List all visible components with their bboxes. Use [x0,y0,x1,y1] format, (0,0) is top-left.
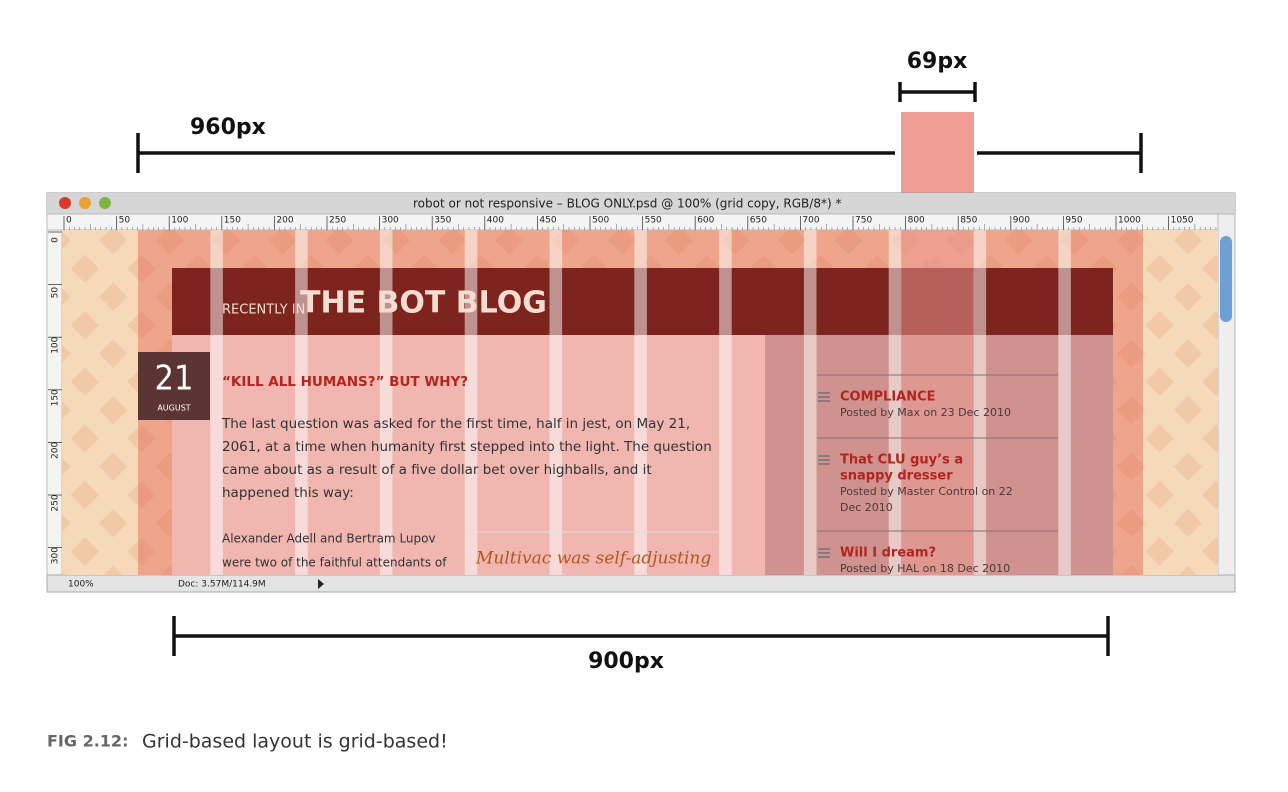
ruler-label: 950 [1065,216,1082,226]
post-line: Alexander Adell and Bertram Lupov [222,532,436,546]
ruler-label: 700 [802,216,819,226]
zoom-button[interactable] [99,197,111,209]
ruler-label: 50 [51,287,61,299]
post-line: were two of the faithful attendants of [222,556,447,570]
ruler-label: 350 [434,216,451,226]
ruler-label: 0 [66,216,72,226]
annotations [136,82,1143,656]
title-bar [47,193,1235,214]
ruler-label: 100 [51,336,61,353]
width-label: 900px [588,649,664,674]
doc-size: Doc: 3.57M/114.9M [178,580,266,590]
heading-small: RECENTLY IN [222,303,305,318]
ruler-label: 200 [51,442,61,459]
canvas: 21 AUGUST RECENTLY IN THE BOT BLOG “KILL… [62,230,1218,575]
list-icon [818,463,830,465]
ruler-label: 750 [855,216,872,226]
grid-gutter [379,230,393,575]
heading-large: THE BOT BLOG [300,286,547,321]
list-icon [818,556,830,558]
ruler-label: 1050 [1171,216,1194,226]
list-icon [818,548,830,550]
ruler-label: 0 [51,237,61,243]
ruler-label: 1000 [1118,216,1141,226]
ruler-label: 500 [592,216,609,226]
ruler-label: 900 [1013,216,1030,226]
ruler-label: 150 [51,389,61,406]
caption-text: Grid-based layout is grid-based! [142,731,448,753]
window-title: robot or not responsive – BLOG ONLY.psd … [413,197,841,211]
ruler-label: 800 [908,216,925,226]
grid-gutter [464,230,478,575]
sidebar-title: COMPLIANCE [840,390,936,405]
ruler-label: 250 [329,216,346,226]
list-icon [818,392,830,394]
sidebar-byline: Posted by Max on 23 Dec 2010 [840,406,1011,419]
ruler-label: 50 [119,216,131,226]
list-icon [818,400,830,402]
ruler-label: 300 [382,216,399,226]
grid-gutter [973,230,987,575]
sidebar-title: snappy dresser [840,469,953,484]
ruler-label: 150 [224,216,241,226]
ruler-label: 400 [487,216,504,226]
grid-gutter [295,230,308,575]
sidebar-byline: Posted by HAL on 18 Dec 2010 [840,562,1010,575]
minimize-button[interactable] [79,197,91,209]
grid-gutter [1058,230,1071,575]
grid-gutter [888,230,902,575]
post-line: The last question was asked for the firs… [221,416,690,432]
sidebar-byline: Dec 2010 [840,501,893,514]
list-icon [818,552,830,554]
sidebar-title: That CLU guy’s a [840,453,963,468]
list-icon [818,455,830,457]
ruler-label: 450 [539,216,556,226]
list-icon [818,459,830,461]
sidebar-byline: Posted by Master Control on 22 [840,485,1013,498]
scroll-thumb[interactable] [1220,236,1232,322]
ruler-label: 550 [645,216,662,226]
grid-gutter [549,230,563,575]
ruler-label: 250 [51,494,61,511]
grid-gutter [719,230,732,575]
ruler-label: 600 [697,216,714,226]
ruler-label: 300 [51,547,61,564]
pull-quote: Multivac was self-adjusting [475,549,711,569]
sidebar-title: Will I dream? [840,546,936,561]
post-line: came about as a result of a five dollar … [222,462,652,478]
close-button[interactable] [59,197,71,209]
grid-gutter [803,230,817,575]
ruler-label: 850 [960,216,977,226]
column-label: 69px [907,49,968,74]
ruler-label: 100 [171,216,188,226]
grid-gutter [634,230,647,575]
post-line: 2061, at a time when humanity first step… [222,439,712,455]
status-menu[interactable] [318,579,324,589]
date-day: 21 [155,359,194,399]
ruler-label: 200 [276,216,293,226]
ruler-label: 650 [750,216,767,226]
caption-label: FIG 2.12: [47,732,128,751]
zoom-level: 100% [68,580,94,590]
post-title: “KILL ALL HUMANS?” BUT WHY? [222,374,468,390]
grid-gutter [210,230,223,575]
column-highlight [901,112,974,193]
date-month: AUGUST [157,404,190,413]
post-line: happened this way: [222,485,354,501]
list-icon [818,396,830,398]
width-label: 960px [190,115,266,140]
